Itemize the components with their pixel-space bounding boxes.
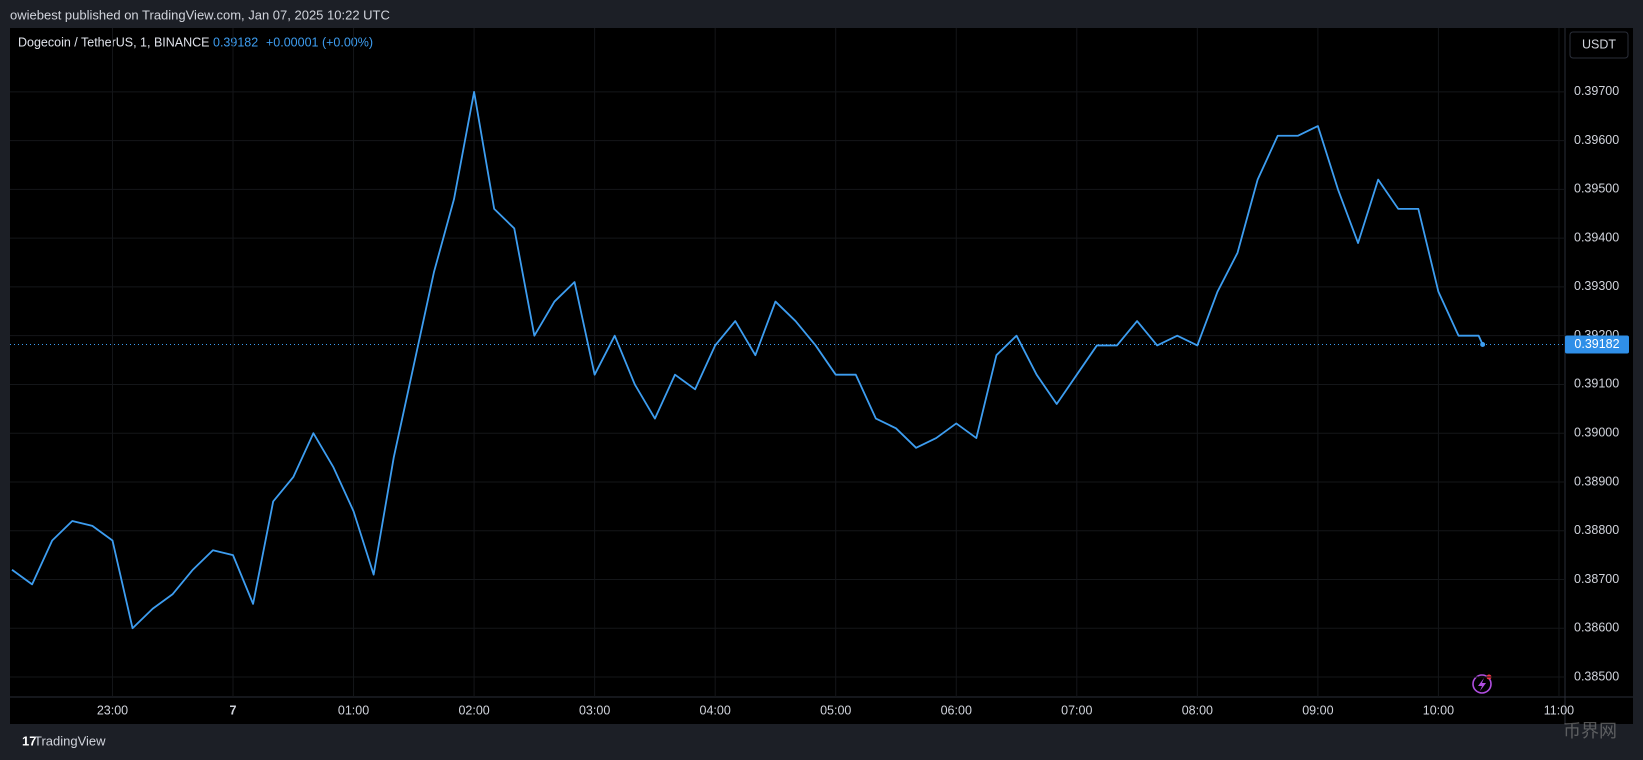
brand-name: TradingView [34,733,106,748]
x-tick-label: 7 [230,703,237,717]
y-tick-label: 0.39000 [1574,426,1619,440]
x-tick-label: 05:00 [820,703,851,717]
currency-label[interactable]: USDT [1582,37,1616,51]
x-tick-label: 03:00 [579,703,610,717]
watermark: 币界网 [1563,721,1617,741]
y-tick-label: 0.38900 [1574,474,1619,488]
x-tick-label: 04:00 [700,703,731,717]
price-line [11,90,1484,630]
y-tick-label: 0.39500 [1574,182,1619,196]
y-tick-label: 0.38700 [1574,572,1619,586]
y-tick-label: 0.38600 [1574,621,1619,635]
y-tick-label: 0.39400 [1574,230,1619,244]
icon-bolt [1478,678,1486,691]
currency-button[interactable] [1569,31,1629,59]
y-tick-label: 0.39700 [1574,84,1619,98]
chart-pane [10,28,1633,724]
symbol: Dogecoin / TetherUS, 1, BINANCE [18,35,210,49]
x-tick-label: 10:00 [1423,703,1454,717]
x-tick-label: 09:00 [1302,703,1333,717]
last-price: 0.39182 [213,35,258,49]
y-tick-label: 0.39600 [1574,133,1619,147]
y-tick-label: 0.38800 [1574,523,1619,537]
price-change: +0.00001 (+0.00%) [266,35,373,49]
plot: 0.38500 0.38600 0.38700 0.38800 0.38900 0.390… [10,28,1629,717]
x-tick-label: 01:00 [338,703,369,717]
brand-logo: 17 [22,733,36,748]
icon-ring [1472,674,1492,694]
x-tick-label: 23:00 [97,703,128,717]
last-price-tag-label: 0.39182 [1574,337,1619,351]
x-tick-label: 02:00 [458,703,489,717]
y-tick-label: 0.38500 [1574,669,1619,683]
last-price-tag [1565,335,1629,354]
x-tick-label: 06:00 [941,703,972,717]
publisher-line: owiebest published on TradingView.com, J… [10,7,390,22]
y-tick-label: 0.39300 [1574,279,1619,293]
x-tick-label: 08:00 [1182,703,1213,717]
x-tick-label: 11:00 [1544,703,1574,717]
y-tick-label: 0.39100 [1574,377,1619,391]
x-tick-label: 07:00 [1061,703,1092,717]
